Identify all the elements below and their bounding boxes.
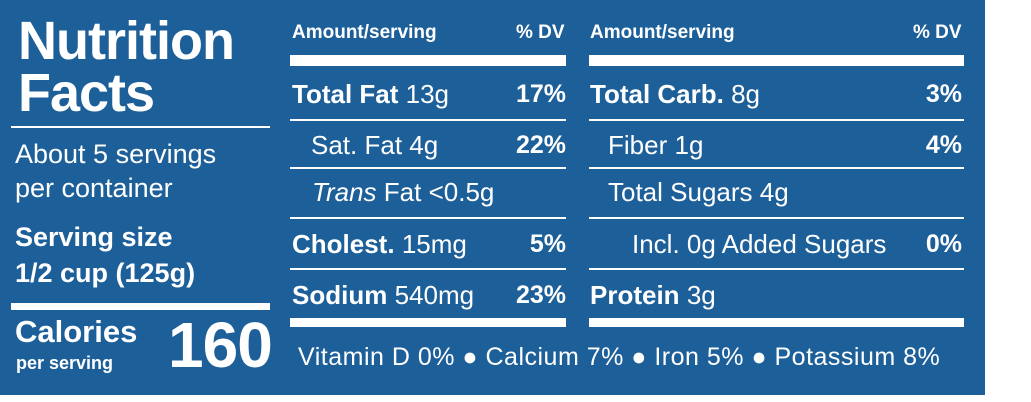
fiber-name: Fiber [608,130,668,160]
right-header-rule [589,55,964,66]
calories-label: Calories [15,314,138,349]
rule-after-total-fat [290,119,566,121]
rule-after-sat-fat [290,167,566,169]
total-sugars-name: Total Sugars [608,177,753,207]
nutrition-facts-label: Nutrition Facts About 5 servings per con… [0,0,985,395]
right-bottom-rule [589,318,964,327]
right-header-dv: % DV [913,22,962,43]
serving-size-label: Serving size [15,222,173,252]
sat-fat-row: Sat. Fat 4g [311,130,438,161]
added-sugars-row: Incl. 0g Added Sugars [632,229,886,260]
rule-after-cholesterol [290,268,566,270]
cholesterol-name: Cholest. [292,229,395,259]
cholesterol-dv: 5% [529,230,566,258]
total-fat-row: Total Fat 13g [292,79,449,110]
sat-fat-amount: 4g [409,130,439,160]
added-sugars-dv: 0% [925,230,962,258]
calories-sub: per serving [16,353,114,373]
fiber-row: Fiber 1g [608,130,703,161]
total-fat-dv: 17% [515,80,566,108]
servings-line-2: per container [15,173,173,203]
total-carb-dv: 3% [925,80,962,108]
left-bottom-rule [290,318,566,327]
title-line-1: Nutrition [18,11,235,71]
trans-fat-italic: Trans [312,177,377,207]
total-carb-amount: 8g [731,79,761,109]
rule-after-total-carb [589,119,964,121]
rule-after-fiber [589,167,964,169]
rule-after-trans-fat [290,217,566,219]
left-rule-heavy [11,303,270,310]
added-sugars-name: Incl. 0g Added Sugars [632,229,887,259]
sat-fat-name: Sat. Fat [311,130,403,160]
left-header-rule [290,55,566,66]
trans-fat-amount: <0.5g [428,177,495,207]
sodium-amount: 540mg [394,280,475,310]
serving-size-value: 1/2 cup (125g) [15,258,196,288]
total-fat-name: Total Fat [292,79,399,109]
left-header-amount: Amount/serving [292,22,437,43]
fiber-dv: 4% [925,131,962,159]
sodium-name: Sodium [292,280,388,310]
trans-fat-name: Fat [383,177,422,207]
right-header-amount: Amount/serving [590,22,735,43]
fiber-amount: 1g [674,130,704,160]
protein-name: Protein [590,280,680,310]
total-sugars-row: Total Sugars 4g [608,177,789,208]
protein-row: Protein 3g [590,280,716,311]
calories-value: 160 [168,309,273,381]
sat-fat-dv: 22% [515,131,566,159]
sodium-row: Sodium 540mg [292,280,474,311]
cholesterol-row: Cholest. 15mg [292,229,467,260]
left-rule-1 [11,126,270,128]
total-carb-name: Total Carb. [590,79,724,109]
protein-amount: 3g [686,280,716,310]
cholesterol-amount: 15mg [401,229,467,259]
left-header-dv: % DV [516,22,565,43]
servings-line-1: About 5 servings [15,139,217,169]
trans-fat-row: Trans Fat <0.5g [312,177,494,208]
total-carb-row: Total Carb. 8g [590,79,760,110]
rule-after-total-sugars [589,217,964,219]
vitamins-minerals-line: Vitamin D 0% ● Calcium 7% ● Iron 5% ● Po… [298,343,941,371]
rule-after-added-sugars [589,268,964,270]
total-sugars-amount: 4g [759,177,789,207]
total-fat-amount: 13g [405,79,450,109]
title-line-2: Facts [18,63,155,123]
sodium-dv: 23% [515,281,566,309]
